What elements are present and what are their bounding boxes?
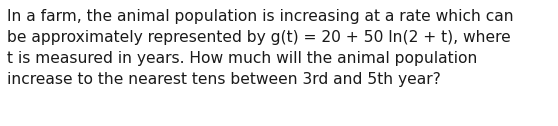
Text: In a farm, the animal population is increasing at a rate which can
be approximat: In a farm, the animal population is incr… [7, 9, 513, 87]
